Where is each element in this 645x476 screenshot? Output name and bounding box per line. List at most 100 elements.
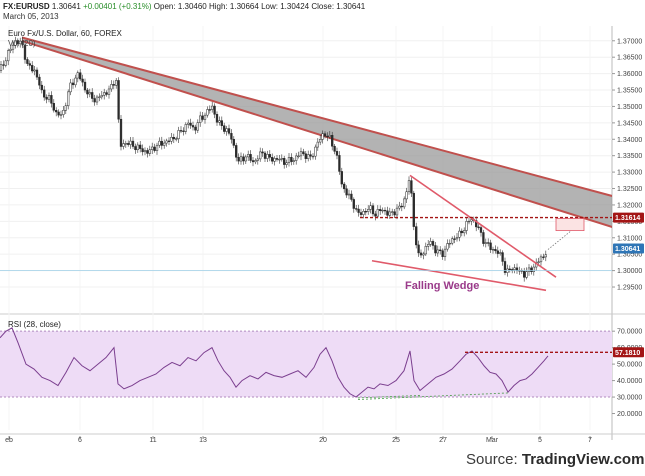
candle-body (403, 198, 406, 208)
candle-body (182, 130, 185, 132)
divergence-line-2 (357, 392, 509, 400)
rsi-band (0, 330, 612, 398)
wedge (0, 174, 612, 292)
candle-body (95, 96, 99, 103)
candle-body (484, 242, 487, 244)
candle-body (273, 158, 276, 162)
candle-body (321, 133, 324, 140)
candle-body (244, 156, 247, 162)
candle-body (343, 183, 346, 190)
candle-body (311, 155, 315, 158)
high-value: 1.30664 (229, 2, 259, 11)
candle-body (386, 210, 389, 216)
candle-body (74, 77, 77, 86)
candle-body (35, 69, 39, 78)
candle-body (71, 82, 75, 86)
time-tick-label: eb (5, 437, 13, 444)
time-tick-label: 27 (439, 437, 447, 444)
candle-body (393, 211, 396, 216)
candle-body (52, 103, 55, 111)
candle-body (345, 188, 348, 196)
price-tick-label: 1.33000 (617, 170, 642, 177)
candle-body (47, 95, 51, 100)
candle-body (479, 227, 483, 233)
candle-body (352, 199, 355, 209)
candle-body (415, 226, 418, 246)
candle-body (335, 151, 339, 156)
candle-body (424, 246, 427, 255)
candle-body (91, 92, 94, 99)
candle-body (446, 243, 449, 250)
candle-body (429, 241, 432, 245)
candle-body (470, 219, 473, 222)
candle-body (362, 211, 365, 215)
candle-body (419, 252, 423, 256)
candle-body (388, 211, 391, 216)
candle-body (544, 254, 547, 258)
candle-body (98, 96, 101, 98)
candle-body (23, 44, 27, 60)
symbol: FX:EURUSD (3, 2, 50, 11)
candle-body (194, 126, 197, 131)
candle-body (124, 143, 127, 145)
candle-body (38, 76, 41, 86)
candle-body (400, 205, 403, 208)
candle-body (278, 158, 281, 161)
candle-body (199, 115, 202, 123)
candle-body (249, 154, 252, 161)
candle-body (227, 128, 231, 134)
price-tick-label: 1.29500 (617, 285, 642, 292)
candle-body (107, 88, 111, 95)
candle-body (179, 130, 183, 132)
time-tick-label: 5 (538, 437, 542, 444)
candle-body (254, 160, 257, 163)
candle-body (4, 60, 7, 66)
price-tick-label: 1.33500 (617, 153, 642, 160)
candle-body (247, 154, 250, 158)
time-tick-label: 13 (199, 437, 207, 444)
candle-body (16, 40, 19, 45)
price-tick-label: 1.31000 (617, 235, 642, 242)
candle-body (115, 80, 118, 86)
candle-body (331, 135, 334, 147)
rsi-tick-label: 40.0000 (617, 378, 642, 385)
candle-body (268, 154, 271, 158)
candle-body (134, 146, 137, 151)
candle-body (225, 128, 228, 132)
candle-body (395, 207, 399, 216)
price-panel-title: Euro Fx/U.S. Dollar, 60, FOREX (8, 29, 122, 38)
price-tick-label: 1.32500 (617, 186, 642, 193)
last-price: 1.30641 (51, 2, 81, 11)
candle-body (172, 136, 175, 140)
candle-body (26, 59, 29, 64)
candle-body (371, 205, 375, 215)
candle-body (427, 244, 430, 247)
candle-body (155, 144, 159, 151)
candle-body (196, 122, 199, 131)
price-tick-label: 1.32000 (617, 202, 642, 209)
volume-label: Vol (20) (8, 39, 36, 48)
candle-body (441, 250, 444, 257)
candle-body (259, 151, 262, 160)
open-label: Open: (153, 2, 176, 11)
candle-body (122, 143, 125, 147)
rsi-level-tag: 57.1810 (615, 350, 640, 357)
candle-body (88, 92, 91, 95)
candle-body (511, 269, 514, 271)
candle-body (266, 154, 269, 159)
price-tick-label: 1.35500 (617, 88, 642, 95)
candle-body (407, 180, 411, 193)
candle-body (465, 221, 468, 231)
candle-body (189, 122, 192, 126)
candle-body (57, 111, 60, 116)
candle-body (28, 63, 31, 66)
channel (21, 36, 612, 229)
rsi-band-fill (0, 331, 612, 398)
candle-body (398, 205, 401, 209)
candle-body (129, 140, 132, 145)
candle-body (105, 92, 108, 95)
candle-body (119, 118, 123, 147)
candle-body (151, 146, 154, 150)
target-box (555, 218, 585, 232)
